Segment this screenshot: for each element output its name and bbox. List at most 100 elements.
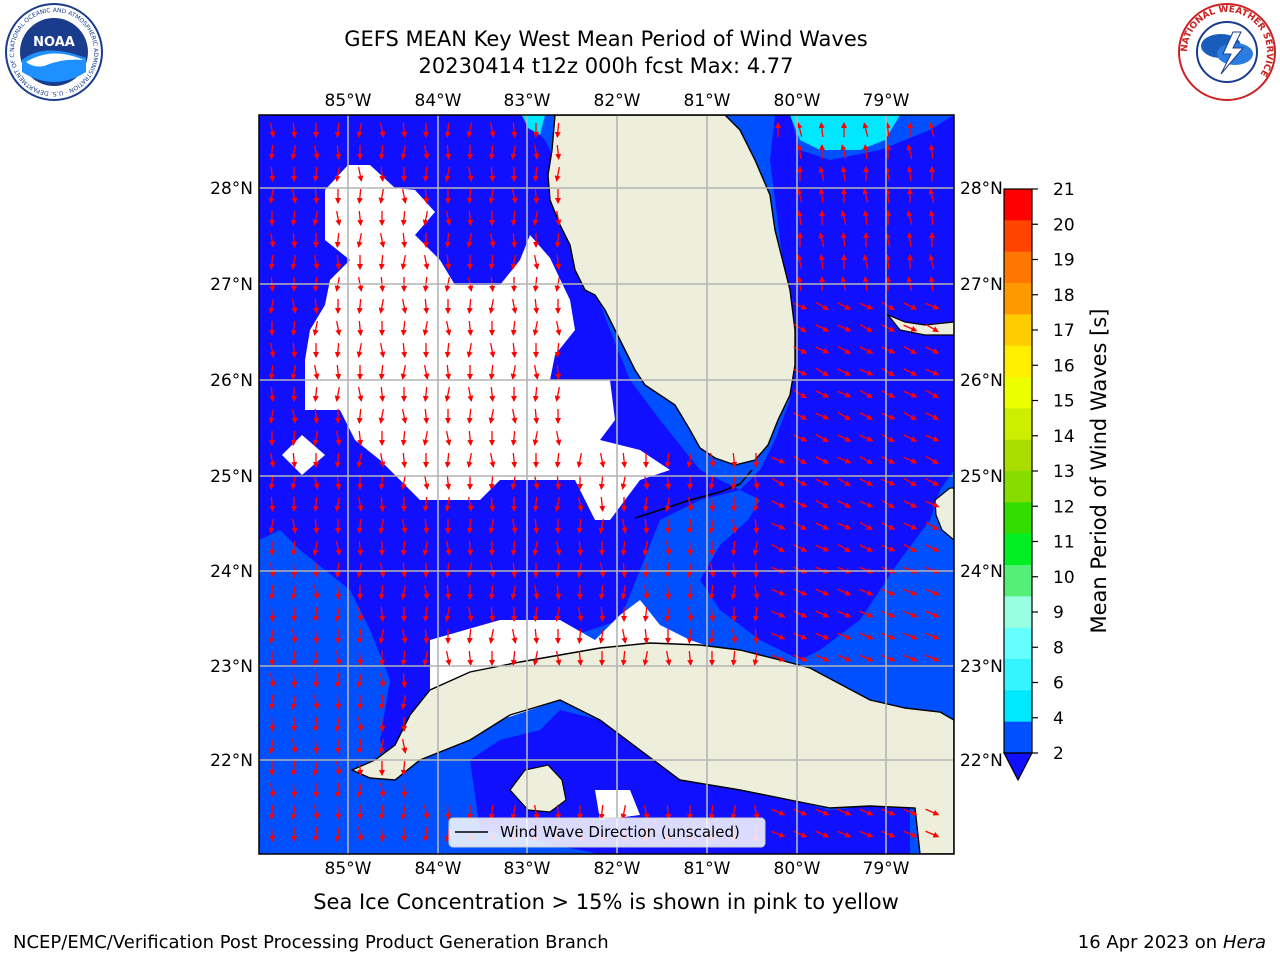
wave-direction-arrow <box>793 521 807 531</box>
wave-direction-arrow <box>313 805 320 820</box>
wave-direction-arrow <box>793 610 808 618</box>
wave-direction-arrow <box>753 518 760 534</box>
wave-direction-arrow <box>881 808 896 816</box>
lat-tick-left: 28°N <box>210 179 253 199</box>
wave-direction-arrow <box>422 496 429 512</box>
colorbar-tick-label: 4 <box>1053 709 1064 729</box>
wave-direction-arrow <box>269 453 276 468</box>
wave-direction-arrow <box>881 499 895 509</box>
wave-direction-arrow <box>444 167 451 182</box>
wave-direction-arrow <box>357 540 364 556</box>
wave-direction-arrow <box>401 299 408 314</box>
wave-direction-arrow <box>730 650 737 666</box>
wave-direction-arrow <box>510 430 517 446</box>
wave-direction-arrow <box>378 739 385 754</box>
wave-direction-arrow <box>532 606 539 622</box>
wave-direction-arrow <box>423 585 430 600</box>
wave-direction-arrow <box>906 166 913 182</box>
wave-direction-arrow <box>378 254 385 270</box>
wave-direction-arrow <box>334 452 341 468</box>
lon-tick-bottom: 84°W <box>415 859 462 879</box>
wave-direction-arrow <box>313 585 320 600</box>
wave-direction-arrow <box>466 453 473 468</box>
lat-tick-right: 23°N <box>960 657 1003 677</box>
wave-direction-arrow <box>335 321 342 336</box>
wave-direction-arrow <box>444 607 451 622</box>
wave-direction-arrow <box>903 830 918 838</box>
wave-direction-arrow <box>379 826 386 842</box>
wave-direction-arrow <box>793 302 808 310</box>
wave-direction-arrow <box>771 477 785 487</box>
wave-direction-arrow <box>400 475 407 490</box>
wave-direction-arrow <box>511 299 518 314</box>
wave-direction-arrow <box>903 522 918 530</box>
wave-direction-arrow <box>532 496 539 512</box>
wave-direction-arrow <box>815 412 830 420</box>
wave-direction-arrow <box>510 145 517 160</box>
wave-direction-arrow <box>928 210 935 226</box>
wave-direction-arrow <box>335 694 342 710</box>
wave-direction-arrow <box>554 342 561 358</box>
wave-direction-arrow <box>532 651 539 666</box>
wave-direction-arrow <box>881 632 896 640</box>
wave-direction-arrow <box>925 302 940 310</box>
wave-direction-arrow <box>356 343 363 358</box>
wave-direction-arrow <box>466 233 473 248</box>
wave-direction-arrow <box>357 497 364 512</box>
wave-direction-arrow <box>815 346 830 354</box>
wave-direction-arrow <box>269 386 276 402</box>
wave-direction-arrow <box>290 650 297 666</box>
wave-direction-arrow <box>313 255 320 270</box>
wave-direction-arrow <box>862 254 869 269</box>
wave-direction-arrow <box>445 211 452 226</box>
wave-direction-arrow <box>445 254 452 270</box>
wave-direction-arrow <box>859 588 874 596</box>
wave-direction-arrow <box>554 122 561 138</box>
wave-direction-arrow <box>793 830 808 838</box>
wave-direction-arrow <box>881 522 896 530</box>
wave-direction-arrow <box>686 563 693 578</box>
wave-direction-arrow <box>837 456 852 464</box>
wave-direction-arrow <box>686 628 693 644</box>
wave-direction-arrow <box>378 474 385 490</box>
wave-direction-arrow <box>925 654 940 662</box>
wave-direction-arrow <box>400 365 407 380</box>
wave-direction-arrow <box>793 389 807 399</box>
wave-direction-arrow <box>400 650 407 666</box>
wave-direction-arrow <box>401 452 408 468</box>
wave-direction-arrow <box>903 302 918 310</box>
wave-direction-arrow <box>881 433 895 443</box>
colorbar-segment <box>1004 502 1032 535</box>
wave-direction-arrow <box>268 804 275 820</box>
wave-direction-arrow <box>642 541 649 556</box>
wave-direction-arrow <box>357 760 364 776</box>
map-frame <box>258 114 955 855</box>
wave-direction-arrow <box>837 434 852 442</box>
wave-direction-arrow <box>532 166 539 182</box>
wave-direction-arrow <box>467 167 474 182</box>
wave-direction-arrow <box>357 717 364 732</box>
wave-direction-arrow <box>793 368 808 376</box>
wave-direction-arrow <box>312 541 319 556</box>
wave-direction-arrow <box>881 830 896 838</box>
colorbar-segment <box>1004 408 1032 441</box>
wave-direction-arrow <box>903 566 918 574</box>
wave-direction-arrow <box>709 453 716 468</box>
wave-direction-arrow <box>444 562 451 578</box>
wave-direction-arrow <box>532 321 539 336</box>
wave-direction-arrow <box>357 320 364 336</box>
wave-direction-arrow <box>859 478 874 486</box>
colorbar-tick-label: 6 <box>1053 674 1064 694</box>
wave-direction-arrow <box>815 566 830 574</box>
wave-direction-arrow <box>334 387 341 402</box>
wave-direction-arrow <box>511 629 518 644</box>
wave-direction-arrow <box>643 518 650 534</box>
wave-direction-arrow <box>378 299 385 314</box>
wave-direction-arrow <box>730 585 737 600</box>
colorbar-tick-label: 11 <box>1053 533 1075 553</box>
wave-direction-arrow <box>290 585 297 600</box>
wave-direction-arrow <box>903 500 918 508</box>
wave-direction-arrow <box>357 167 364 182</box>
wave-direction-arrow <box>598 474 605 490</box>
wave-direction-arrow <box>379 716 386 732</box>
